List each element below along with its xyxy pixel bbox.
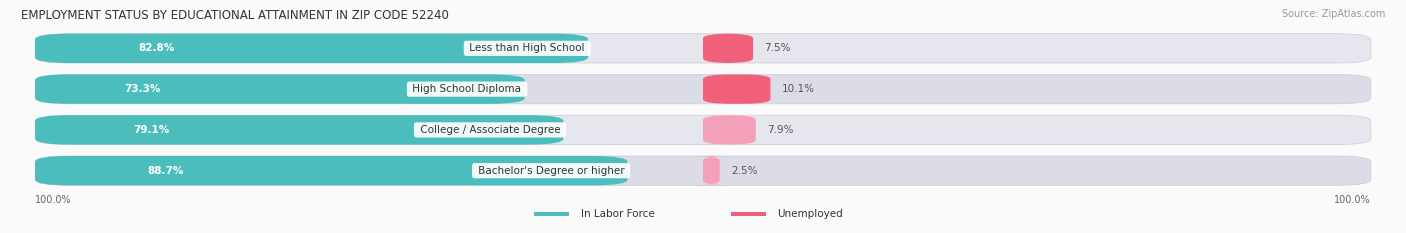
Text: 100.0%: 100.0% [1334,195,1371,205]
Text: EMPLOYMENT STATUS BY EDUCATIONAL ATTAINMENT IN ZIP CODE 52240: EMPLOYMENT STATUS BY EDUCATIONAL ATTAINM… [21,9,449,22]
FancyBboxPatch shape [703,115,756,144]
Text: 73.3%: 73.3% [125,84,162,94]
FancyBboxPatch shape [703,34,754,63]
Text: High School Diploma: High School Diploma [409,84,524,94]
Text: 79.1%: 79.1% [134,125,170,135]
FancyBboxPatch shape [35,115,1371,144]
Text: 7.9%: 7.9% [768,125,793,135]
Text: Source: ZipAtlas.com: Source: ZipAtlas.com [1281,9,1385,19]
FancyBboxPatch shape [692,156,731,185]
FancyBboxPatch shape [731,212,766,216]
FancyBboxPatch shape [35,75,524,104]
FancyBboxPatch shape [35,34,588,63]
Text: 82.8%: 82.8% [139,43,174,53]
FancyBboxPatch shape [534,212,569,216]
Text: In Labor Force: In Labor Force [581,209,654,219]
FancyBboxPatch shape [35,156,1371,185]
Text: 10.1%: 10.1% [782,84,814,94]
Text: 7.5%: 7.5% [765,43,790,53]
FancyBboxPatch shape [35,115,564,144]
FancyBboxPatch shape [35,156,627,185]
Text: Bachelor's Degree or higher: Bachelor's Degree or higher [475,166,627,176]
Text: 88.7%: 88.7% [148,166,184,176]
Text: Unemployed: Unemployed [778,209,844,219]
Text: Less than High School: Less than High School [467,43,588,53]
FancyBboxPatch shape [35,75,1371,104]
Text: 2.5%: 2.5% [731,166,758,176]
Text: College / Associate Degree: College / Associate Degree [416,125,564,135]
FancyBboxPatch shape [703,75,770,104]
Text: 100.0%: 100.0% [35,195,72,205]
FancyBboxPatch shape [35,34,1371,63]
